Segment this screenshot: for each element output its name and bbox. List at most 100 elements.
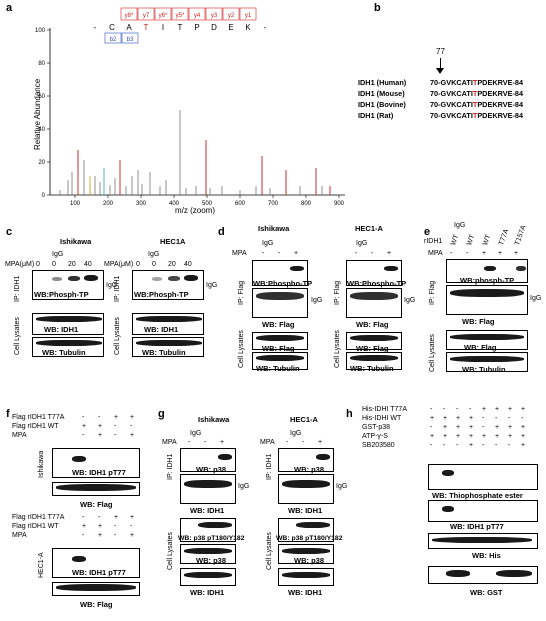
h-blot-pt77 — [428, 500, 538, 522]
d-wb-lys-flag-right: WB: Flag — [356, 344, 389, 353]
sequence-residue: E — [228, 23, 233, 32]
condition-sign: - — [482, 442, 485, 449]
g-blot-p38-left — [180, 448, 236, 472]
dose-label: 0 — [36, 261, 40, 268]
x-tick-label: 100 — [70, 201, 81, 207]
h-wb1: WB: Thiophosphate ester — [432, 491, 523, 500]
condition-sign: - — [82, 514, 85, 521]
mpa-sign: - — [302, 439, 305, 446]
blot-band — [72, 556, 86, 562]
f-cell-bot: HEC1-A — [38, 552, 45, 578]
panel-e-label: e — [424, 226, 431, 238]
condition-sign: - — [82, 414, 85, 421]
condition-sign: + — [443, 415, 448, 422]
d-ip-label: IP: Flag — [238, 280, 245, 305]
blot-band — [72, 456, 86, 462]
mpa-sign: + — [514, 250, 519, 257]
blot-band — [450, 356, 524, 362]
h-wb2: WB: IDH1 pT77 — [450, 522, 504, 531]
dose-label: 0 — [52, 261, 56, 268]
condition-sign: + — [98, 432, 103, 439]
blot-band — [450, 289, 524, 297]
condition-sign: + — [130, 514, 135, 521]
blot-band — [184, 548, 232, 554]
blot-band — [290, 266, 304, 271]
sequence-residue: T — [178, 23, 183, 32]
dose-label: 20 — [168, 261, 176, 268]
f-blot-pt77-bot — [52, 548, 140, 578]
mpa-sign: - — [450, 250, 453, 257]
condition-sign: + — [495, 406, 500, 413]
condition-sign: - — [482, 424, 485, 431]
condition-sign: - — [114, 432, 117, 439]
condition-sign: + — [98, 423, 103, 430]
condition-sign: - — [114, 532, 117, 539]
e-wb-tub: WB: Tubulin — [462, 365, 506, 374]
blot-band — [184, 275, 198, 281]
d-igg-side-right: IgG — [404, 297, 416, 304]
panel-d-label: d — [218, 226, 225, 238]
condition-sign: - — [521, 415, 524, 422]
c-wb-top-left: WB:Phosph-TP — [34, 290, 89, 299]
blot-band — [296, 522, 330, 528]
condition-label: ATP-γ-S — [362, 433, 388, 440]
g-wb-idh1-left: WB: IDH1 — [190, 506, 225, 515]
blot-band — [218, 454, 232, 460]
y-ion-label: y3 — [211, 13, 218, 19]
g-lysate-label-right: Cell Lysates — [266, 532, 273, 570]
g-right-title: HEC1-A — [290, 415, 318, 424]
blot-band — [184, 480, 232, 488]
e-wb-lys-flag: WB: Flag — [464, 343, 497, 352]
site-arrow-head-icon — [436, 68, 444, 74]
h-blot-thio — [428, 464, 538, 490]
dose-label: 40 — [84, 261, 92, 268]
condition-sign: + — [469, 442, 474, 449]
alignment-row: IDH1 (Human) 70-GVKCATITPDEKRVE-84 — [358, 77, 523, 88]
f-blot-pt77-top — [52, 448, 140, 478]
mpa-sign: + — [498, 250, 503, 257]
alignment-table: IDH1 (Human) 70-GVKCATITPDEKRVE-84 IDH1 (M… — [358, 77, 523, 121]
condition-sign: + — [456, 424, 461, 431]
panel-a-xlabel: m/z (zoom) — [175, 206, 215, 215]
sequence-residue: I — [162, 23, 164, 32]
x-tick-label: 400 — [169, 201, 180, 207]
condition-sign: - — [430, 442, 433, 449]
dose-label: 20 — [68, 261, 76, 268]
sequence-post: PDEKRVE-84 — [477, 78, 524, 87]
condition-sign: + — [130, 532, 135, 539]
blot-band — [256, 335, 304, 341]
mpa-sign: - — [355, 250, 358, 257]
condition-sign: - — [482, 415, 485, 422]
lane-label: T157A — [514, 224, 528, 247]
condition-sign: + — [130, 414, 135, 421]
g-wb-p38-left: WB: p38 — [196, 465, 226, 474]
blot-band — [36, 340, 102, 346]
sequence-residue: K — [245, 23, 251, 32]
sequence-residue: T — [144, 23, 149, 32]
condition-sign: + — [469, 415, 474, 422]
blot-band — [432, 537, 532, 543]
h-wb4: WB: GST — [470, 588, 503, 597]
d-igg-right: IgG — [356, 240, 368, 247]
mpa-sign: - — [204, 439, 207, 446]
d-lysate-label: Cell Lysates — [238, 330, 245, 368]
mpa-sign: + — [294, 250, 299, 257]
blot-band — [256, 292, 304, 300]
alignment-row: IDH1 (Mouse) 70-GVKCATITPDEKRVE-84 — [358, 88, 523, 99]
y-ion-label: y5* — [176, 13, 185, 19]
c-right-title: HEC1A — [160, 237, 186, 246]
condition-label: MPA — [12, 432, 27, 439]
e-igg: IgG — [454, 222, 466, 229]
c-lysate-label: Cell Lysates — [14, 317, 21, 355]
sequence-pre: 70-GVKCATI — [430, 78, 473, 87]
sequence-residue: P — [194, 23, 199, 32]
mpa-sign: - — [262, 250, 265, 257]
d-wb-flag-left: WB: Flag — [262, 320, 295, 329]
blot-band — [52, 277, 62, 281]
panel-f-label: f — [6, 408, 10, 420]
condition-label: His-IDHI WT — [362, 415, 402, 422]
condition-sign: - — [508, 415, 511, 422]
x-tick-label: 600 — [235, 201, 246, 207]
g-mpa-left: MPA — [162, 439, 177, 446]
dose-label: 40 — [184, 261, 192, 268]
